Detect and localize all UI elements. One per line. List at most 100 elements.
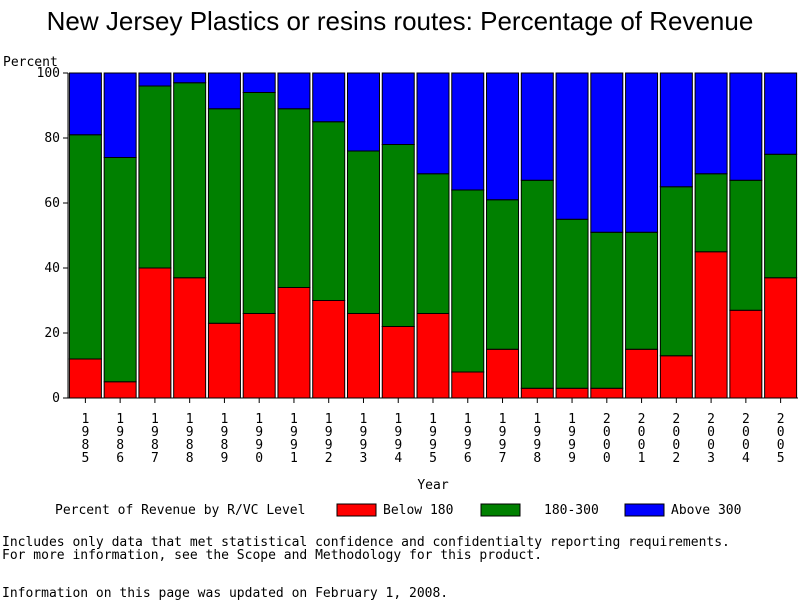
y-tick-label: 60	[44, 196, 60, 211]
bar-segment-1995-s2	[416, 72, 450, 175]
bar-segment-2002-s1	[659, 186, 693, 357]
note-confidence: Includes only data that met statistical …	[2, 535, 730, 550]
bar-segment-1987-s1	[138, 85, 172, 269]
bar-segment-2001-s2	[625, 72, 659, 233]
bar-segment-1998-s0	[520, 387, 554, 399]
legend-title: Percent of Revenue by R/VC Level	[55, 503, 305, 518]
y-tick-label: 100	[37, 66, 60, 81]
bar-segment-2004-s0	[729, 309, 763, 399]
bar-segment-2001-s0	[625, 348, 659, 399]
bar-segment-1986-s2	[103, 72, 137, 158]
bar-segment-1991-s1	[277, 108, 311, 288]
legend-swatch-2	[624, 503, 665, 517]
bar-segment-1990-s1	[242, 92, 276, 314]
bars	[68, 72, 798, 399]
bar-segment-1994-s2	[381, 72, 415, 145]
bar-segment-2005-s2	[764, 72, 798, 155]
x-axis-ticks: 1 9 8 5 1 9 8 6 1 9 8 7 1 9 8 8 1 9 8 9 1 9 9 0 1 9 9 1 1 9 9 2 1 9 9 3 1 9 9 4…	[81, 398, 785, 466]
bar-segment-1996-s0	[451, 371, 485, 399]
bar-segment-1992-s0	[312, 300, 346, 399]
bar-segment-1997-s0	[486, 348, 520, 399]
bar-segment-1997-s2	[486, 72, 520, 201]
bar-segment-1988-s2	[173, 72, 207, 84]
bar-segment-1995-s0	[416, 313, 450, 399]
bar-segment-2004-s1	[729, 179, 763, 311]
legend-swatch-0	[336, 503, 377, 517]
legend-label-1: 180-300	[544, 503, 599, 518]
bar-segment-1993-s0	[346, 313, 380, 399]
y-tick-label: 20	[44, 326, 60, 341]
x-axis-label: Year	[417, 478, 448, 493]
bar-segment-1992-s2	[312, 72, 346, 123]
bar-segment-2005-s0	[764, 277, 798, 399]
bar-segment-1985-s2	[68, 72, 102, 136]
bar-segment-1988-s1	[173, 82, 207, 279]
bar-segment-1988-s0	[173, 277, 207, 399]
bar-segment-2003-s1	[694, 173, 728, 253]
bar-segment-1999-s1	[555, 218, 589, 389]
bar-segment-1991-s0	[277, 287, 311, 399]
bar-segment-2004-s2	[729, 72, 763, 181]
note-updated: Information on this page was updated on …	[2, 586, 449, 601]
bar-segment-1994-s0	[381, 326, 415, 399]
y-axis-label: Percent	[3, 55, 58, 70]
bar-segment-1992-s1	[312, 121, 346, 301]
bar-segment-1990-s0	[242, 313, 276, 399]
bar-segment-1987-s2	[138, 72, 172, 87]
bar-segment-2000-s2	[590, 72, 624, 233]
bar-segment-2002-s0	[659, 355, 693, 399]
legend: Percent of Revenue by R/VC Level Below 1…	[55, 503, 741, 518]
bar-segment-1986-s0	[103, 381, 137, 399]
y-tick-label: 0	[52, 391, 60, 406]
bar-segment-1993-s2	[346, 72, 380, 152]
bar-segment-1997-s1	[486, 199, 520, 350]
bar-segment-1998-s2	[520, 72, 554, 181]
bar-segment-2002-s2	[659, 72, 693, 188]
legend-swatch-1	[480, 503, 521, 517]
bar-segment-1996-s1	[451, 189, 485, 373]
bar-segment-2003-s2	[694, 72, 728, 175]
bar-segment-1985-s1	[68, 134, 102, 360]
bar-segment-1989-s0	[207, 322, 241, 399]
bar-segment-2000-s1	[590, 231, 624, 389]
y-tick-label: 40	[44, 261, 60, 276]
bar-segment-2001-s1	[625, 231, 659, 350]
bar-segment-2005-s1	[764, 153, 798, 279]
chart-title: New Jersey Plastics or resins routes: Pe…	[47, 6, 754, 36]
legend-label-2: Above 300	[671, 503, 741, 518]
y-axis-ticks: 0 20 40 60 80 100	[37, 66, 68, 406]
bar-segment-1995-s1	[416, 173, 450, 314]
bar-segment-1985-s0	[68, 358, 102, 399]
bar-segment-1986-s1	[103, 157, 137, 383]
bar-segment-1987-s0	[138, 267, 172, 399]
bar-segment-1999-s2	[555, 72, 589, 220]
bar-segment-1994-s1	[381, 144, 415, 327]
bar-segment-1989-s2	[207, 72, 241, 110]
bar-segment-2003-s0	[694, 251, 728, 399]
bar-segment-1998-s1	[520, 179, 554, 389]
bar-segment-1999-s0	[555, 387, 589, 399]
y-tick-label: 80	[44, 131, 60, 146]
